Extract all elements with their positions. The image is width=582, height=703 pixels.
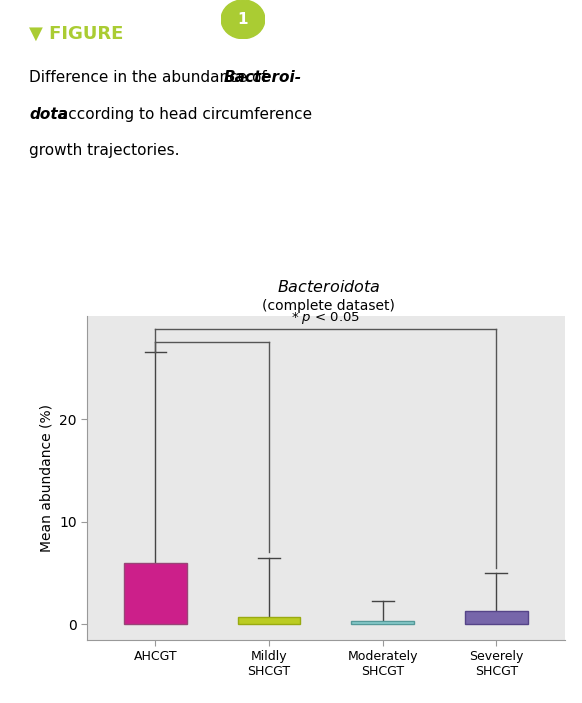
Text: Difference in the abundance of: Difference in the abundance of (29, 70, 272, 85)
Bar (352, 621, 414, 624)
Bar (465, 611, 528, 624)
Text: 1: 1 (237, 12, 249, 27)
Text: $\bf{\mathit{Bacteroidota}}$: $\bf{\mathit{Bacteroidota}}$ (277, 279, 381, 295)
Text: (complete dataset): (complete dataset) (262, 299, 395, 313)
Bar (238, 617, 300, 624)
Circle shape (221, 0, 265, 39)
Text: * $p$ < 0.05: * $p$ < 0.05 (292, 309, 360, 325)
Text: according to head circumference: according to head circumference (54, 107, 313, 122)
Bar (124, 562, 187, 624)
Text: Bacteroi-: Bacteroi- (224, 70, 302, 85)
Y-axis label: Mean abundance (%): Mean abundance (%) (40, 404, 54, 552)
Text: growth trajectories.: growth trajectories. (29, 143, 180, 158)
Text: dota: dota (29, 107, 68, 122)
Text: ▼ FIGURE: ▼ FIGURE (29, 25, 123, 43)
